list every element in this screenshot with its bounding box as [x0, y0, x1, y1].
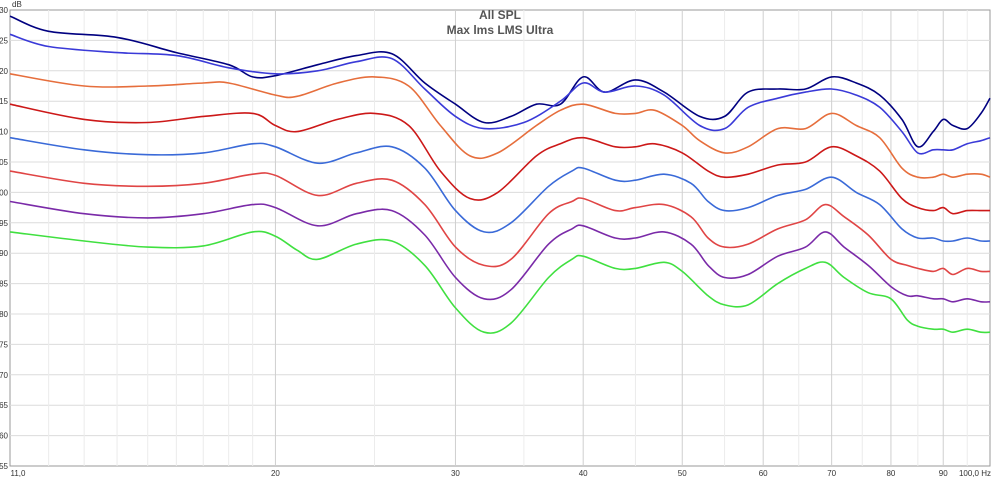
y-tick-label: 70	[0, 371, 9, 380]
y-tick-label: 95	[0, 219, 9, 228]
series-line-1	[9, 15, 991, 148]
x-tick-label: 50	[678, 469, 687, 477]
series-line-7	[9, 200, 991, 303]
y-tick-label: 115	[0, 97, 9, 106]
y-tick-label: 60	[0, 432, 9, 441]
x-tick-label: 20	[271, 469, 280, 477]
y-tick-label: 110	[0, 128, 9, 137]
y-tick-label: 55	[0, 462, 9, 471]
y-axis-unit: dB	[12, 0, 22, 9]
x-tick-label: 80	[886, 469, 895, 477]
y-tick-label: 90	[0, 249, 9, 258]
x-tick-label: 40	[579, 469, 588, 477]
x-tick-label: 70	[827, 469, 836, 477]
y-tick-label: 125	[0, 36, 9, 45]
chart-subtitle: Max lms LMS Ultra	[447, 23, 554, 37]
series-line-5	[9, 136, 991, 243]
y-tick-label: 75	[0, 340, 9, 349]
x-tick-label: 90	[939, 469, 948, 477]
y-tick-label: 120	[0, 67, 9, 76]
y-tick-label: 80	[0, 310, 9, 319]
x-tick-label: 11,0	[11, 469, 27, 477]
x-tick-label: 30	[451, 469, 460, 477]
plot-area-frame	[9, 9, 991, 467]
x-axis-end-label: 100,0 Hz	[959, 469, 991, 477]
series-line-6	[9, 170, 991, 276]
series-line-2	[9, 33, 991, 155]
axis-labels: 1301251201151101051009590858075706560551…	[0, 6, 991, 477]
series-line-3	[9, 73, 991, 179]
x-tick-label: 60	[759, 469, 768, 477]
y-tick-label: 130	[0, 6, 9, 15]
series-group	[9, 15, 991, 334]
series-line-8	[9, 230, 991, 334]
y-tick-label: 100	[0, 188, 9, 197]
y-tick-label: 65	[0, 401, 9, 410]
y-tick-label: 85	[0, 280, 9, 289]
chart-title: All SPL	[479, 8, 521, 22]
y-tick-label: 105	[0, 158, 9, 167]
series-line-4	[9, 103, 990, 215]
